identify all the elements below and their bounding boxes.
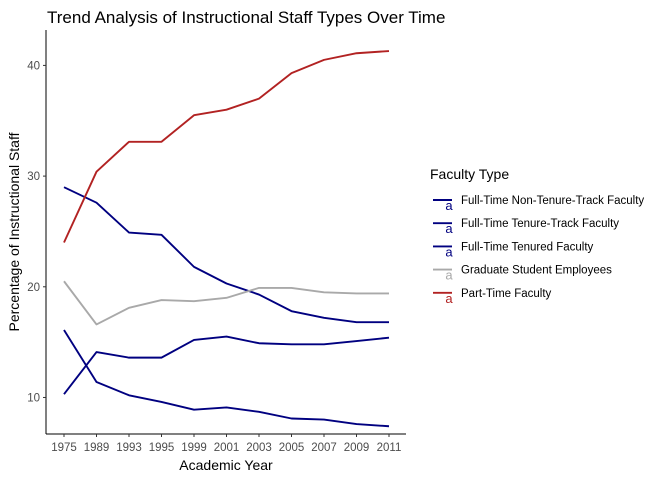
- series-line-1: [63, 329, 390, 428]
- x-tick-label: 2001: [214, 442, 240, 454]
- legend-key-glyph: a: [445, 198, 453, 213]
- x-tick-label: 1975: [51, 442, 77, 454]
- y-tick-label: 20: [27, 282, 40, 294]
- y-tick-label: 40: [27, 60, 40, 72]
- series-line-0: [63, 335, 390, 395]
- x-tick-label: 2009: [344, 442, 370, 454]
- legend-item: a Graduate Student Employees: [433, 265, 612, 283]
- legend-key-glyph: a: [445, 244, 453, 259]
- series-lines: [63, 50, 390, 428]
- legend-item: a Part-Time Faculty: [433, 288, 552, 306]
- legend-key-glyph: a: [445, 291, 453, 306]
- x-tick-label: 2005: [279, 442, 305, 454]
- x-tick-label: 2007: [311, 442, 337, 454]
- x-axis-title: Academic Year: [179, 457, 273, 473]
- legend-label: Full-Time Tenured Faculty: [461, 241, 594, 253]
- legend-label: Graduate Student Employees: [461, 265, 612, 277]
- legend-item: a Full-Time Tenured Faculty: [433, 241, 594, 259]
- legend-items: a Full-Time Non-Tenure-Track Faculty a Full…: [433, 195, 644, 306]
- x-tick-label: 2003: [246, 442, 272, 454]
- legend-item: a Full-Time Tenure-Track Faculty: [433, 218, 619, 236]
- series-line-4: [63, 50, 390, 243]
- plot-area: 10 20 30 40 1975 1989 1993 1995 1999 2001 2003 200…: [27, 30, 406, 454]
- x-tick-label: 1999: [181, 442, 207, 454]
- legend: Faculty Type a Full-Time Non-Tenure-Track…: [430, 166, 644, 306]
- chart-title: Trend Analysis of Instructional Staff Ty…: [47, 8, 445, 27]
- series-line-2: [63, 186, 389, 324]
- legend-label: Full-Time Tenure-Track Faculty: [461, 218, 619, 230]
- x-tick-label: 1989: [84, 442, 110, 454]
- legend-item: a Full-Time Non-Tenure-Track Faculty: [433, 195, 644, 213]
- legend-key-glyph: a: [445, 268, 453, 283]
- y-tick-label: 10: [27, 392, 40, 404]
- legend-label: Part-Time Faculty: [461, 288, 552, 300]
- x-tick-label: 2011: [377, 442, 402, 454]
- y-tick-label: 30: [27, 171, 40, 183]
- legend-title: Faculty Type: [430, 166, 509, 182]
- legend-label: Full-Time Non-Tenure-Track Faculty: [461, 195, 644, 207]
- x-tick-label: 1993: [116, 442, 142, 454]
- x-tick-label: 1995: [149, 442, 175, 454]
- y-axis-title: Percentage of Instructional Staff: [6, 132, 22, 331]
- series-line-3: [63, 280, 389, 326]
- x-axis-ticks: 1975 1989 1993 1995 1999 2001 2003 2005 2007 2009…: [51, 434, 401, 454]
- y-axis-ticks: 10 20 30 40: [27, 60, 46, 404]
- legend-key-glyph: a: [445, 221, 453, 236]
